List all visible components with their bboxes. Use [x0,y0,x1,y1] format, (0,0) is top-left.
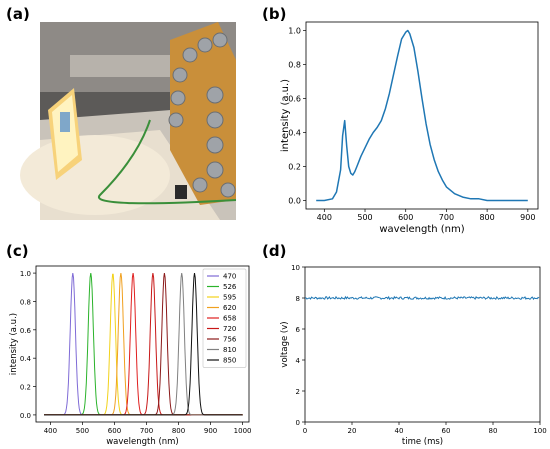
panel-b-spectrum-line [316,29,528,202]
panel-c-legend-label-658: 658 [223,315,236,323]
panel-c-legend-label-595: 595 [223,294,236,302]
panel-c-xtick-label: 400 [44,427,57,435]
panel-a-photo [20,22,237,220]
panel-c-chart: 400 500 600 700 800 900 1000 0.0 0.2 0.4 0.6 0.8 1.0… [9,265,252,447]
panel-b-xtick-label: 800 [479,213,494,222]
panel-c-series-850-line [44,273,243,416]
panel-b-ytick-label: 0.6 [288,95,301,104]
panel-b-ytick-label: 0.2 [288,163,301,172]
panel-d-ytick-label: 6 [296,326,301,334]
panel-d-xtick-label: 80 [489,427,498,435]
panel-d-xtick-label: 60 [442,427,451,435]
panel-d-xtick-label: 100 [533,427,546,435]
panel-c-xtick-label: 900 [204,427,217,435]
panel-c-xtick-label: 700 [140,427,153,435]
panel-c-legend-label-526: 526 [223,283,237,291]
panel-b-ytick-label: 1.0 [288,27,301,36]
panel-c-ytick-label: 0.6 [20,327,32,335]
panel-c-ytick-label: 0.0 [20,412,31,420]
panel-b-ytick-label: 0.4 [288,129,301,138]
panel-b-x-axis-label: wavelength (nm) [379,224,464,235]
panel-c-ytick-label: 0.4 [20,355,32,363]
panel-c-ytick-label: 0.2 [20,384,31,392]
panel-c-legend-label-756: 756 [223,336,237,344]
panel-c-xtick-label: 1000 [234,427,252,435]
panel-d-y-axis-label: voltage (v) [280,321,290,367]
panel-d-xtick-label: 20 [348,427,357,435]
panel-c-xtick-label: 800 [172,427,185,435]
panel-c-legend-label-470: 470 [223,273,236,281]
panel-c-x-axis-label: wavelength (nm) [106,437,179,447]
panel-b-chart: 400 500 600 700 800 900 0.0 0.2 0.4 0.6 0.8 1.0 wave… [280,21,539,235]
panel-c-plot-frame [35,265,250,423]
panel-d-label: (d) [262,242,286,260]
panel-a-label: (a) [6,5,30,23]
panel-d-chart: 0 20 40 60 80 100 0 2 4 6 8 10 time (ms) voltage (v) [280,264,547,447]
panel-c-xtick-label: 500 [76,427,89,435]
panel-b-label: (b) [262,5,286,23]
panel-d-x-axis-label: time (ms) [402,437,443,447]
panel-b-xtick-label: 400 [317,213,332,222]
panel-d-xtick-label: 0 [303,427,307,435]
panel-b-ytick-label: 0.0 [288,197,301,206]
panel-c-legend-label-720: 720 [223,325,236,333]
panel-d-voltage-line [304,295,540,301]
panel-b-xtick-label: 500 [357,213,372,222]
panel-c-y-axis-label: intensity (a.u.) [9,313,19,375]
panel-b-xtick-label: 700 [439,213,454,222]
panel-b-y-axis-label: intensity (a.u.) [280,79,291,152]
panel-c-ytick-label: 0.8 [20,298,31,306]
panel-c-legend-label-620: 620 [223,304,236,312]
panel-b-ytick-label: 0.8 [288,61,301,70]
panel-c-label: (c) [6,242,29,260]
panel-c-legend-label-810: 810 [223,346,236,354]
panel-d-ytick-label: 4 [296,357,301,365]
panel-b-plot-frame [305,21,539,210]
panel-d-plot-frame [304,266,541,423]
panel-c-legend-box [202,268,247,368]
panel-c-xtick-label: 600 [108,427,121,435]
panel-b-xtick-label: 600 [398,213,413,222]
panel-d-ytick-label: 0 [296,419,300,427]
panel-b-xtick-label: 900 [520,213,535,222]
panel-d-ytick-label: 8 [296,295,300,303]
panel-c-ytick-label: 1.0 [20,270,31,278]
panel-d-xtick-label: 40 [395,427,404,435]
panel-d-ytick-label: 2 [296,388,300,396]
panel-d-ytick-label: 10 [291,264,300,272]
panel-c-legend-label-850: 850 [223,357,236,365]
